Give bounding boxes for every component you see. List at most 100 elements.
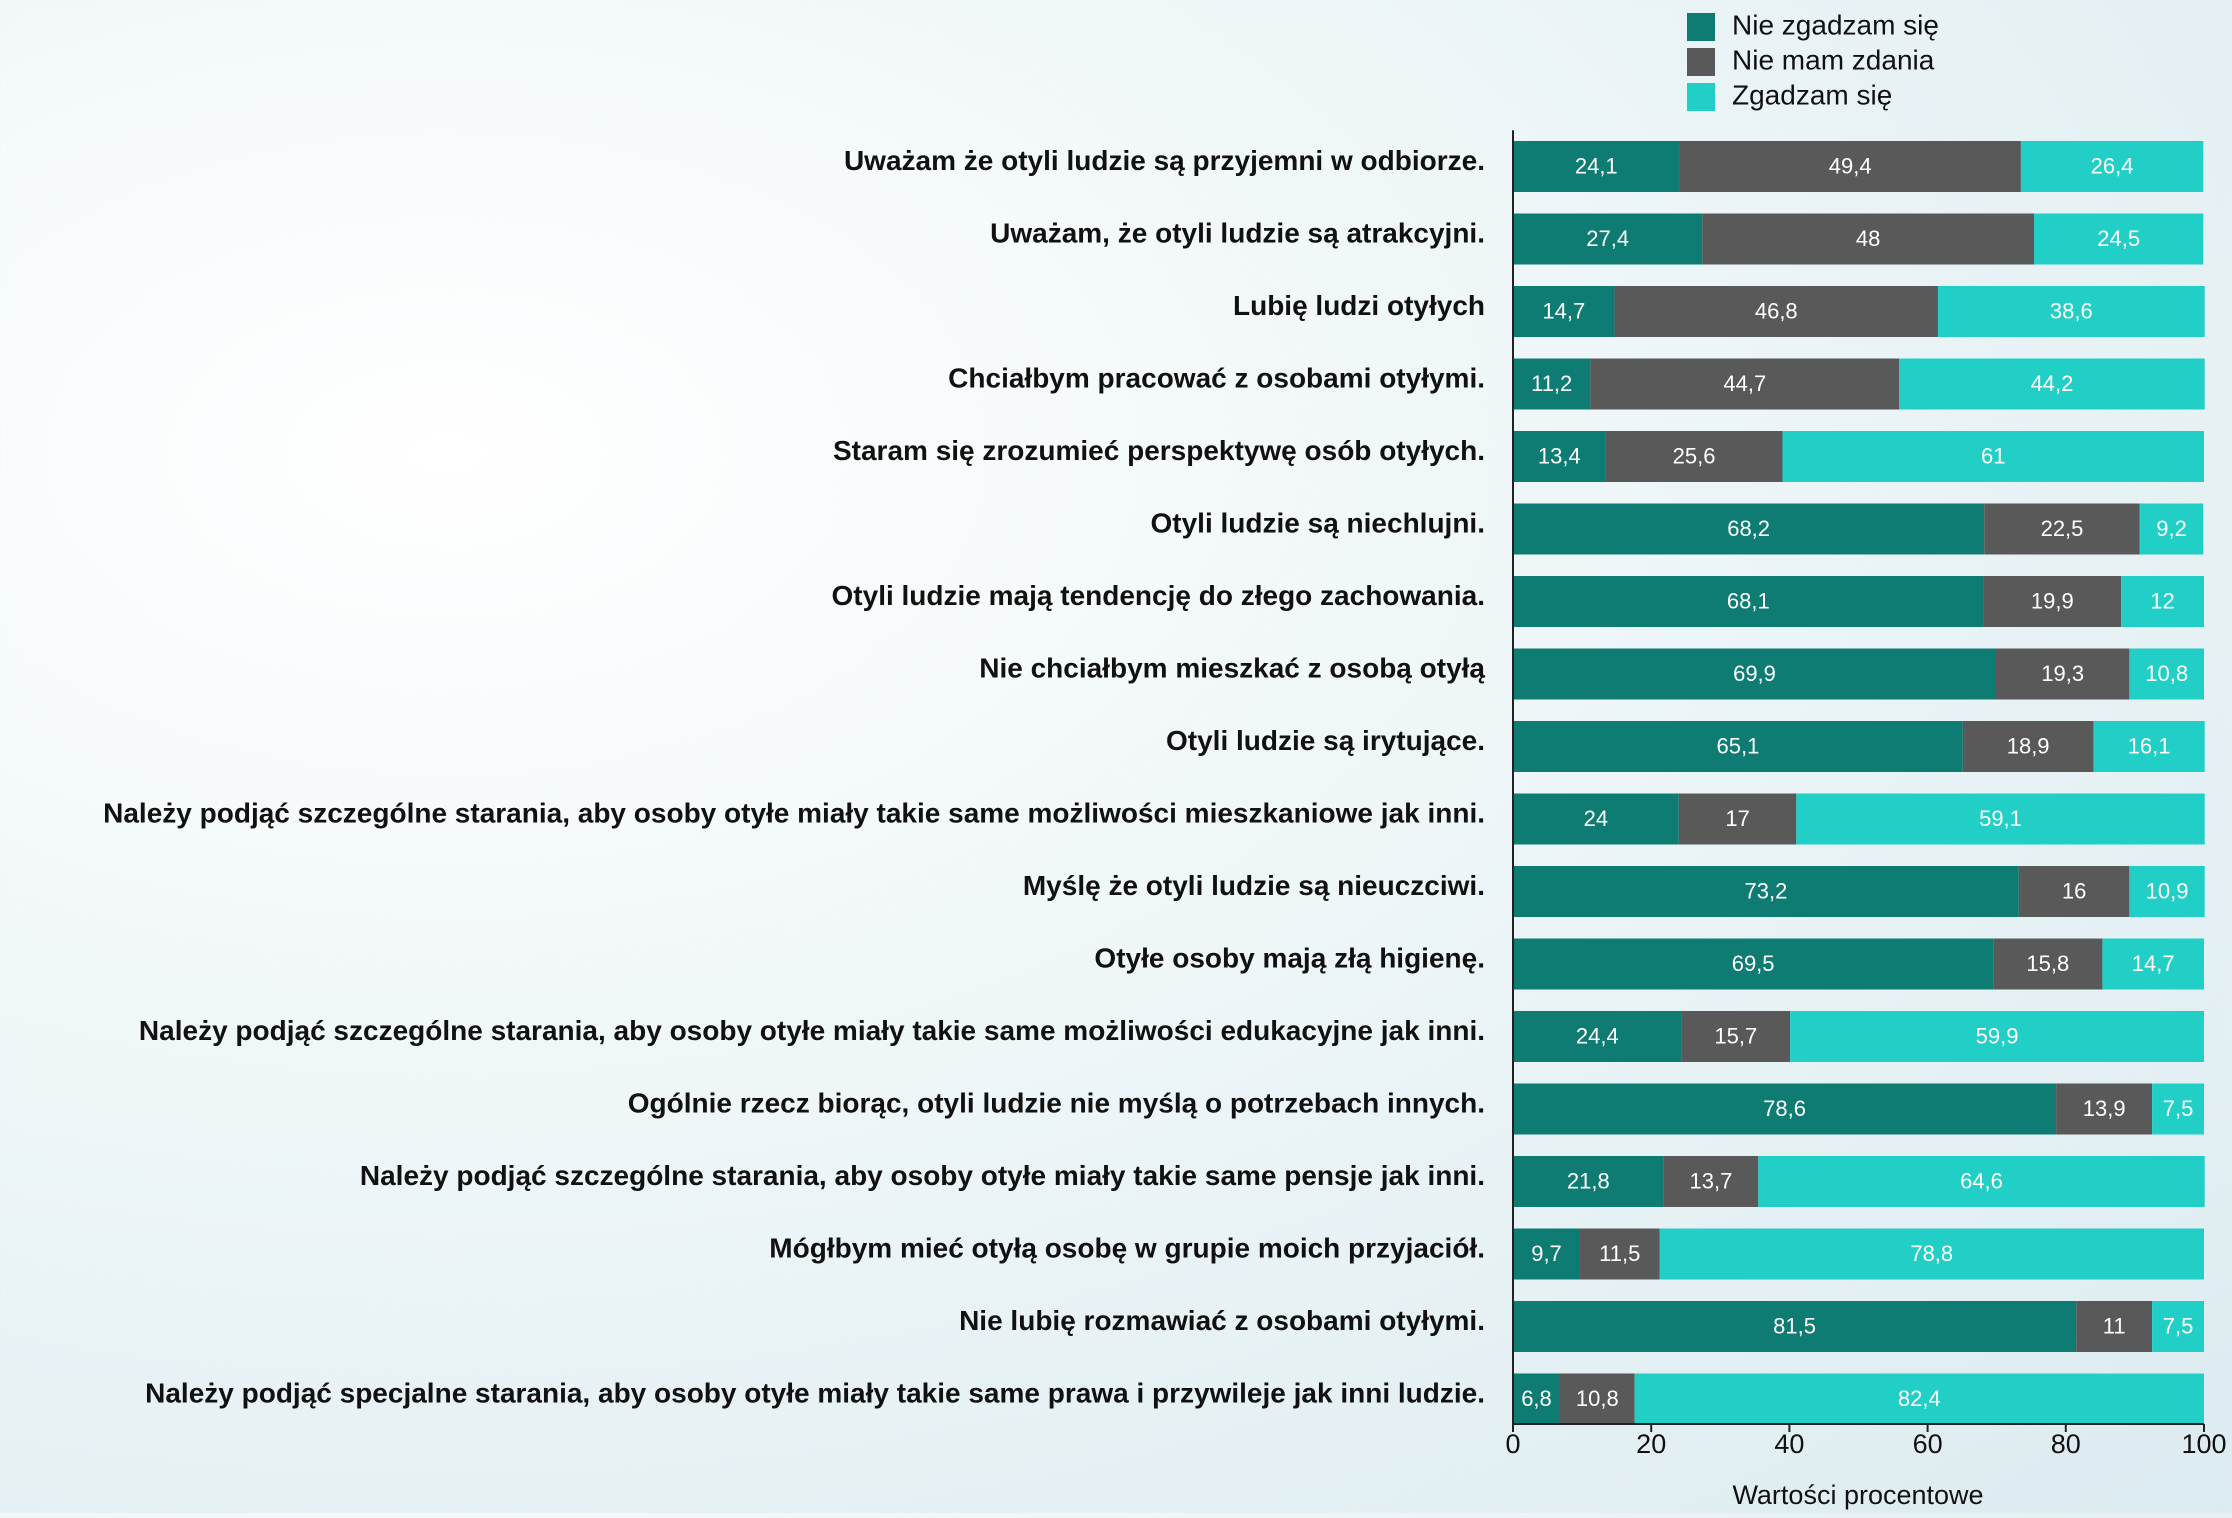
value-label: 16 [2062,878,2086,903]
value-label: 9,7 [1531,1241,1562,1266]
x-axis-label: Wartości procentowe [1732,1480,1983,1510]
bar-segment [1513,213,1703,265]
value-label: 24,4 [1576,1023,1619,1048]
bar-segment [2102,938,2204,990]
bar-segment [1513,431,1606,482]
legend-label: Nie zgadzam się [1732,9,1939,40]
bar-segment [1679,141,2021,192]
bar-segment [2121,576,2204,627]
value-label: 69,5 [1732,951,1775,976]
value-label: 7,5 [2163,1096,2194,1121]
value-label: 24 [1584,806,1608,831]
value-label: 14,7 [2132,951,2175,976]
value-label: 82,4 [1898,1386,1941,1411]
bar-segment [1796,793,2205,845]
category-label: Otyli ludzie mają tendencję do złego zac… [832,580,1485,611]
value-label: 26,4 [2091,153,2134,178]
value-label: 15,7 [1714,1023,1757,1048]
value-label: 7,5 [2163,1313,2194,1338]
bar-segment [1513,1083,2057,1135]
x-tick-label: 80 [2051,1429,2081,1459]
value-label: 11,2 [1531,371,1572,396]
x-tick-label: 40 [1774,1429,1804,1459]
value-label: 9,2 [2156,516,2187,541]
bar-segment [1513,1228,1581,1280]
value-label: 44,7 [1723,371,1766,396]
bar-segment [1659,1228,2204,1280]
category-label: Otyli ludzie są niechlujni. [1150,507,1485,538]
value-label: 68,1 [1727,588,1770,613]
legend-swatch [1687,13,1715,41]
value-label: 13,9 [2083,1096,2126,1121]
legend-swatch [1687,48,1715,76]
value-label: 27,4 [1586,226,1629,251]
category-label: Uważam, że otyli ludzie są atrakcyjni. [990,217,1485,248]
legend-label: Nie mam zdania [1732,44,1935,75]
bar-segment [1513,358,1591,410]
value-label: 21,8 [1567,1168,1610,1193]
value-label: 24,1 [1575,153,1618,178]
value-label: 68,2 [1727,516,1770,541]
value-label: 11,5 [1599,1241,1640,1266]
bar-segment [1790,1011,2204,1062]
bar-segment [1513,286,1615,337]
value-label: 59,9 [1976,1023,2019,1048]
value-label: 24,5 [2097,226,2140,251]
category-label: Staram się zrozumieć perspektywę osób ot… [833,435,1485,466]
bar-segment [1513,721,1963,772]
value-label: 19,3 [2041,661,2084,686]
category-label: Należy podjąć specjalne starania, aby os… [145,1377,1485,1408]
bar-segment [1758,1156,2205,1207]
bar-segment [1513,141,1680,192]
category-label: Należy podjąć szczególne starania, aby o… [360,1160,1485,1191]
category-label: Otyli ludzie są irytujące. [1166,725,1485,756]
bar-segment [1590,358,1900,410]
value-label: 10,8 [2145,661,2188,686]
bar-segment [1993,938,2103,990]
value-label: 6,8 [1521,1386,1552,1411]
bar-segment [1899,358,2205,410]
bar-segment [1513,866,2019,917]
bar-segment [1634,1373,2204,1425]
bar-segment [1513,793,1679,845]
bar-segment [1513,1301,2077,1352]
bar-segment [1681,1011,1791,1062]
x-tick-label: 20 [1636,1429,1666,1459]
x-tick-label: 0 [1505,1429,1520,1459]
bar-segment [2076,1301,2153,1352]
bar-segment [1513,1373,1560,1425]
value-label: 65,1 [1717,733,1760,758]
bar-segment [2129,648,2204,700]
value-label: 44,2 [2031,371,2074,396]
value-label: 10,9 [2146,878,2189,903]
bar-segment [1984,503,2140,555]
value-label: 61 [1981,443,2005,468]
bar-segment [1663,1156,1759,1207]
value-label: 18,9 [2007,733,2050,758]
value-label: 11 [2103,1313,2126,1338]
value-label: 17 [1725,806,1749,831]
bar-segment [1605,431,1783,482]
value-label: 78,6 [1763,1096,1806,1121]
value-label: 13,7 [1690,1168,1733,1193]
bar-segment [2020,141,2204,192]
bar-segment [2018,866,2130,917]
value-label: 73,2 [1744,878,1787,903]
bar-segment [1580,1228,1660,1280]
legend-swatch [1687,83,1715,111]
value-label: 78,8 [1910,1241,1953,1266]
bar-segment [2056,1083,2153,1135]
value-label: 22,5 [2041,516,2084,541]
bar-segment [1678,793,1797,845]
value-label: 69,9 [1733,661,1776,686]
category-label: Nie lubię rozmawiać z osobami otyłymi. [959,1305,1485,1336]
value-label: 81,5 [1773,1313,1816,1338]
value-label: 49,4 [1829,153,1872,178]
value-label: 48 [1856,226,1880,251]
category-label: Myślę że otyli ludzie są nieuczciwi. [1023,870,1485,901]
value-label: 25,6 [1673,443,1716,468]
bar-segment [1614,286,1938,337]
bar-segment [1702,213,2035,265]
